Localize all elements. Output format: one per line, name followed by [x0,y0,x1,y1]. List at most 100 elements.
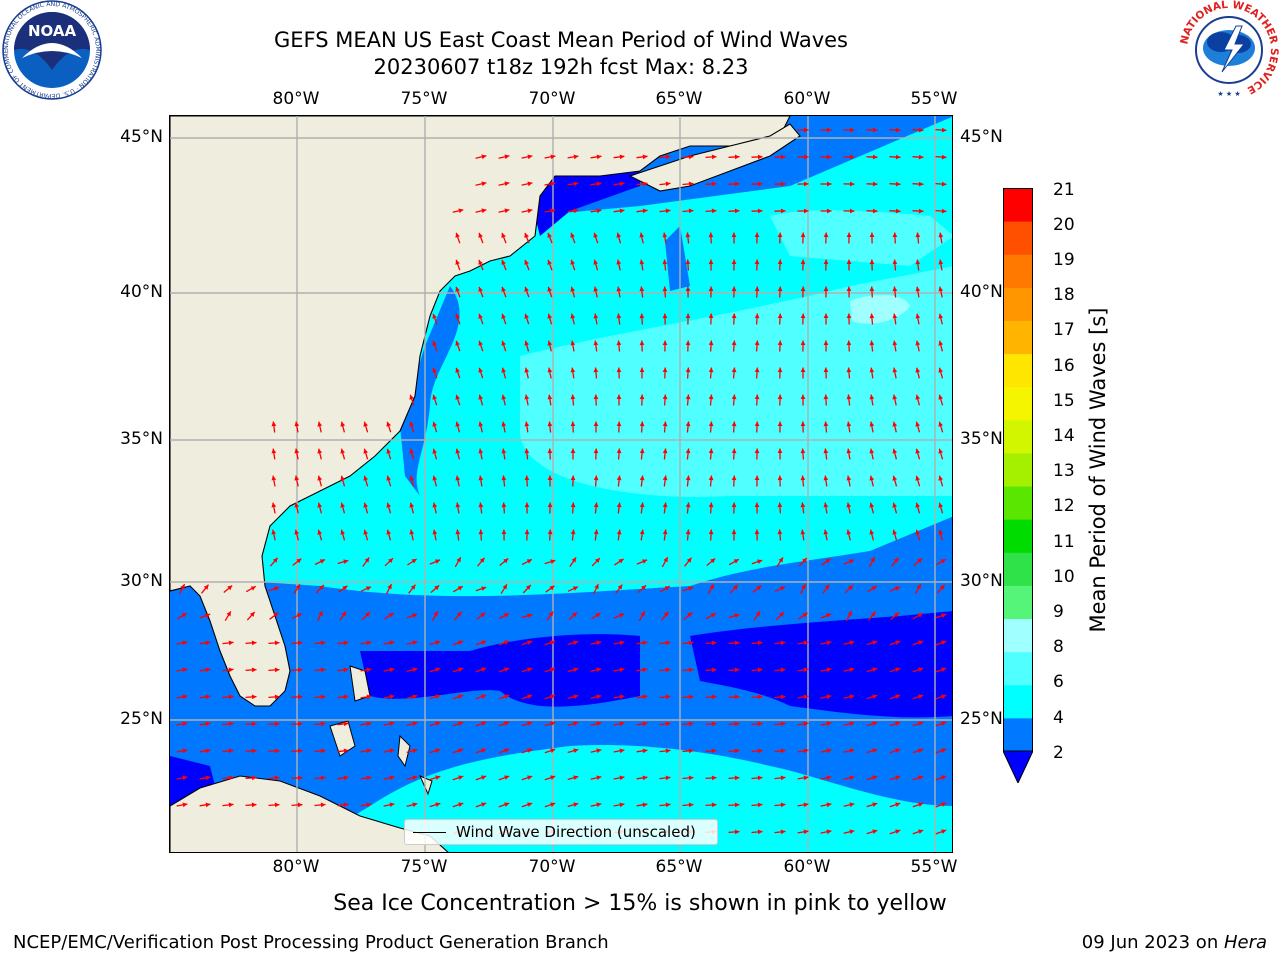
direction-arrow [317,610,323,622]
direction-arrow [384,557,394,567]
direction-arrow [659,181,671,187]
direction-arrow [314,721,326,727]
direction-arrow [363,448,369,460]
direction-arrow [777,232,783,244]
direction-arrow [708,394,714,406]
direction-arrow [546,611,554,621]
direction-arrow [800,448,806,460]
direction-arrow [662,394,668,406]
direction-arrow [915,232,921,244]
direction-arrow [915,475,921,487]
direction-arrow [682,802,694,808]
direction-arrow [639,286,645,298]
direction-arrow [291,721,303,727]
direction-arrow [661,556,669,568]
direction-arrow [774,640,786,646]
direction-arrow [590,154,602,160]
direction-arrow [455,367,461,379]
colorbar-tick: 10 [1053,567,1075,587]
direction-arrow [662,448,668,460]
direction-arrow [521,208,533,214]
direction-arrow [639,448,645,460]
direction-arrow [570,313,576,325]
direction-arrow [912,667,924,673]
direction-arrow [915,367,921,379]
direction-arrow [616,394,622,406]
direction-arrow [429,748,441,754]
direction-arrow [869,529,875,541]
direction-arrow [869,394,875,406]
direction-arrow [751,802,763,808]
graticule [170,116,952,852]
credit-date: 09 Jun 2023 on Hera [1082,932,1267,954]
direction-arrow [432,367,438,379]
direction-arrow [291,748,303,754]
direction-arrow [245,640,257,646]
direction-arrow [429,694,441,700]
direction-arrow [823,313,829,325]
direction-arrow [823,232,829,244]
direction-arrow [199,802,211,808]
direction-arrow [820,802,832,808]
direction-arrow [705,667,717,673]
direction-arrow [498,748,510,754]
credit-machine: Hera [1223,932,1267,953]
direction-arrow [269,557,279,567]
direction-arrow [708,475,714,487]
direction-arrow [544,640,556,646]
direction-arrow [268,775,280,781]
direction-arrow [271,421,277,433]
direction-arrow [843,829,855,835]
direction-arrow [269,612,279,620]
direction-arrow [753,611,761,621]
direction-arrow [935,802,947,808]
lon-tick-bottom: 60°W [783,857,831,877]
direction-arrow [383,802,395,808]
direction-arrow [222,802,234,808]
direction-arrow [639,340,645,352]
direction-arrow [938,232,944,244]
direction-arrow [478,394,484,406]
direction-arrow [705,612,717,620]
direction-arrow [682,694,694,700]
direction-arrow [593,421,599,433]
direction-arrow [889,208,901,214]
direction-arrow [613,181,625,187]
colorbar-segment [1003,651,1033,686]
direction-arrow [754,259,760,271]
legend-line-sample [413,832,446,833]
direction-arrow [616,340,622,352]
direction-arrow [846,502,852,514]
direction-arrow [774,181,786,187]
direction-arrow [892,340,898,352]
direction-arrow [915,340,921,352]
direction-arrow [662,340,668,352]
direction-arrow [912,181,924,187]
direction-arrow [705,694,717,700]
direction-arrow [892,367,898,379]
direction-arrow [547,394,553,406]
direction-arrow [869,259,875,271]
direction-arrow [889,127,901,133]
direction-arrow [935,829,947,835]
direction-arrow [271,529,277,541]
direction-arrow [912,802,924,808]
direction-arrow [455,529,461,541]
direction-arrow [892,448,898,460]
direction-arrow [705,721,717,727]
direction-arrow [843,721,855,727]
direction-arrow [409,529,415,541]
cuba-land [170,775,449,852]
direction-arrow [498,721,510,727]
direction-arrow [731,313,737,325]
direction-arrow [728,558,740,566]
direction-arrow [912,612,924,620]
direction-arrow [685,367,691,379]
direction-arrow [708,529,714,541]
direction-arrow [501,529,507,541]
colorbar-under-arrow [1003,750,1033,783]
colorbar-tick: 13 [1053,461,1075,481]
direction-arrow [386,475,392,487]
direction-arrow [337,802,349,808]
direction-arrow [728,721,740,727]
